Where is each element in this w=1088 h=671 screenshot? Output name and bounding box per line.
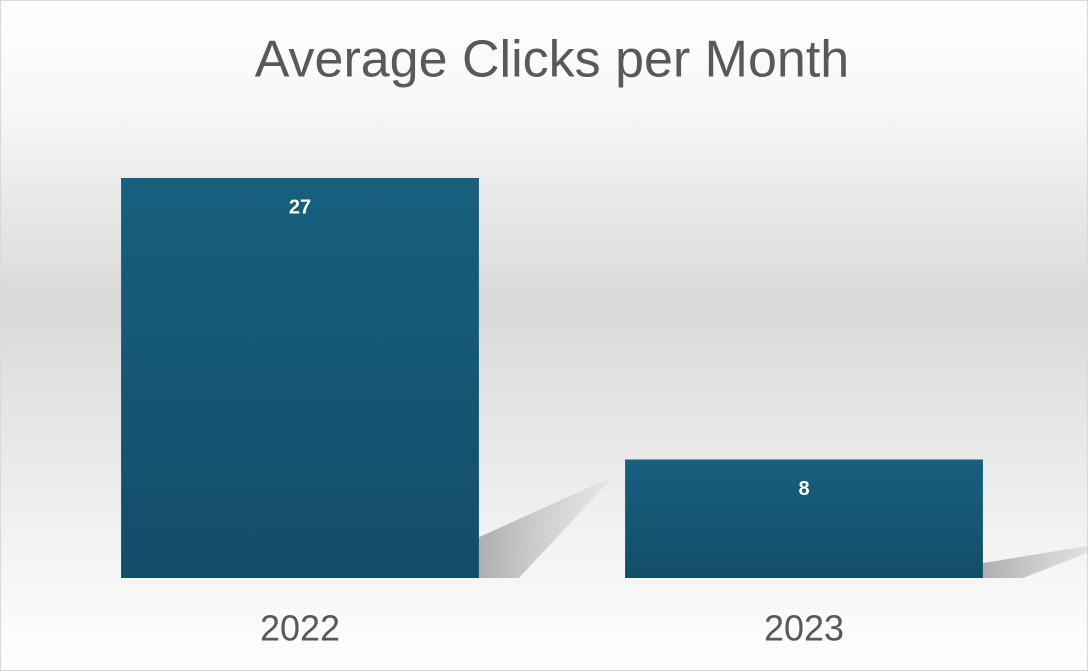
chart-title: Average Clicks per Month [255,31,849,89]
data-label: 27 [289,196,311,218]
bar [625,459,983,578]
bar-shadow [478,476,614,578]
data-label: 8 [798,478,809,500]
x-tick-label: 2023 [764,608,844,649]
bar-shadow [982,545,1088,578]
x-tick-label: 2022 [260,608,340,649]
bar [121,178,479,578]
